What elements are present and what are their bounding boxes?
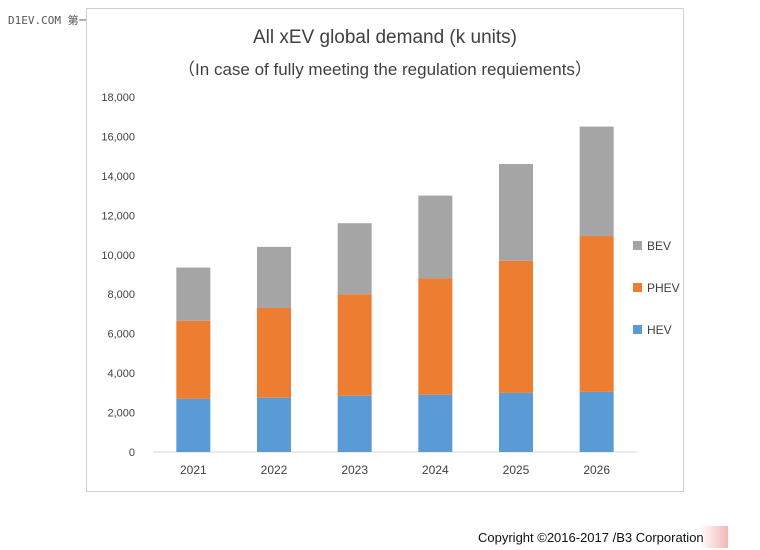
y-tick-label: 8,000 <box>107 289 135 301</box>
bar-hev-2025 <box>499 392 533 452</box>
bar-phev-2026 <box>579 236 614 392</box>
bar-bev-2025 <box>499 164 533 261</box>
copyright-notice: Copyright ©2016-2017 /B3 Corporation <box>478 530 704 545</box>
legend-swatch-hev <box>633 325 642 334</box>
y-tick-label: 14,000 <box>101 171 135 183</box>
bar-bev-2024 <box>418 195 453 279</box>
y-tick-label: 12,000 <box>101 210 135 222</box>
y-tick-label: 4,000 <box>107 368 135 380</box>
chart-subtitle: （In case of fully meeting the regulation… <box>178 60 592 79</box>
chart-frame: All xEV global demand (k units) （In case… <box>86 8 684 492</box>
chart-title: All xEV global demand (k units) <box>252 27 517 48</box>
bar-bev-2023 <box>337 223 372 295</box>
bar-hev-2026 <box>579 391 614 452</box>
y-tick-label: 16,000 <box>101 131 135 143</box>
y-tick-label: 2,000 <box>107 408 135 420</box>
bar-hev-2022 <box>257 397 291 452</box>
y-tick-label: 0 <box>129 447 135 459</box>
x-tick-label: 2025 <box>503 463 530 477</box>
legend-label-phev: PHEV <box>647 281 680 295</box>
legend-label-bev: BEV <box>647 239 671 253</box>
x-tick-label: 2023 <box>341 463 368 477</box>
bar-bev-2022 <box>257 246 291 309</box>
y-tick-label: 10,000 <box>101 250 135 262</box>
copyright-accent <box>700 526 728 548</box>
y-tick-label: 6,000 <box>107 329 135 341</box>
watermark: D1EV.COM 第一电动 <box>8 14 112 27</box>
stacked-bar-chart: 0 2,000 4,000 6,000 8,000 10,000 12,000 14,000 1… <box>101 92 680 477</box>
bar-phev-2022 <box>257 308 291 398</box>
x-tick-label: 2021 <box>180 463 207 477</box>
bar-phev-2025 <box>499 260 533 393</box>
bar-phev-2021 <box>176 320 211 399</box>
bar-hev-2023 <box>337 395 372 452</box>
y-tick-label: 18,000 <box>101 92 135 104</box>
bar-bev-2026 <box>579 126 614 237</box>
x-tick-label: 2026 <box>583 463 610 477</box>
x-tick-label: 2024 <box>422 463 449 477</box>
bar-hev-2021 <box>176 398 211 452</box>
legend-swatch-bev <box>633 241 642 250</box>
bar-phev-2023 <box>337 294 372 396</box>
x-tick-label: 2022 <box>261 463 288 477</box>
bar-bev-2021 <box>176 267 211 321</box>
bar-phev-2024 <box>418 278 453 395</box>
bar-hev-2024 <box>418 394 453 452</box>
legend-swatch-phev <box>633 283 642 292</box>
legend-label-hev: HEV <box>647 323 672 337</box>
